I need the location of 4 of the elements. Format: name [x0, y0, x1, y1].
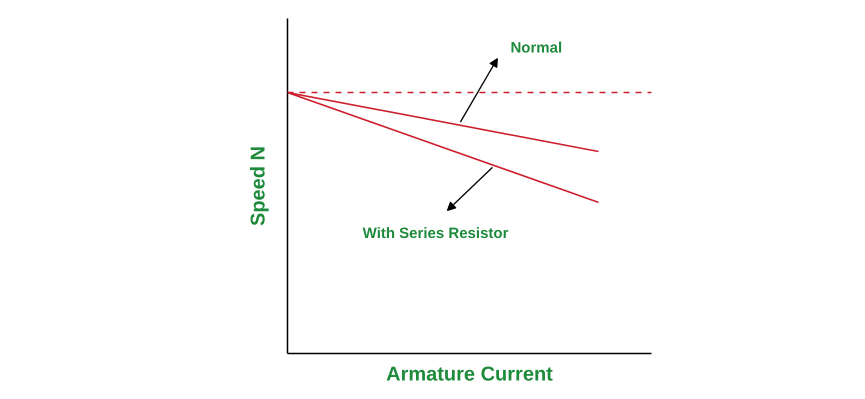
text: Normal: [510, 40, 562, 57]
annotation: With Series Resistor: [362, 224, 509, 242]
y-axis-title: Speed N: [248, 146, 270, 226]
x-axis-title: Armature Current: [386, 364, 554, 386]
